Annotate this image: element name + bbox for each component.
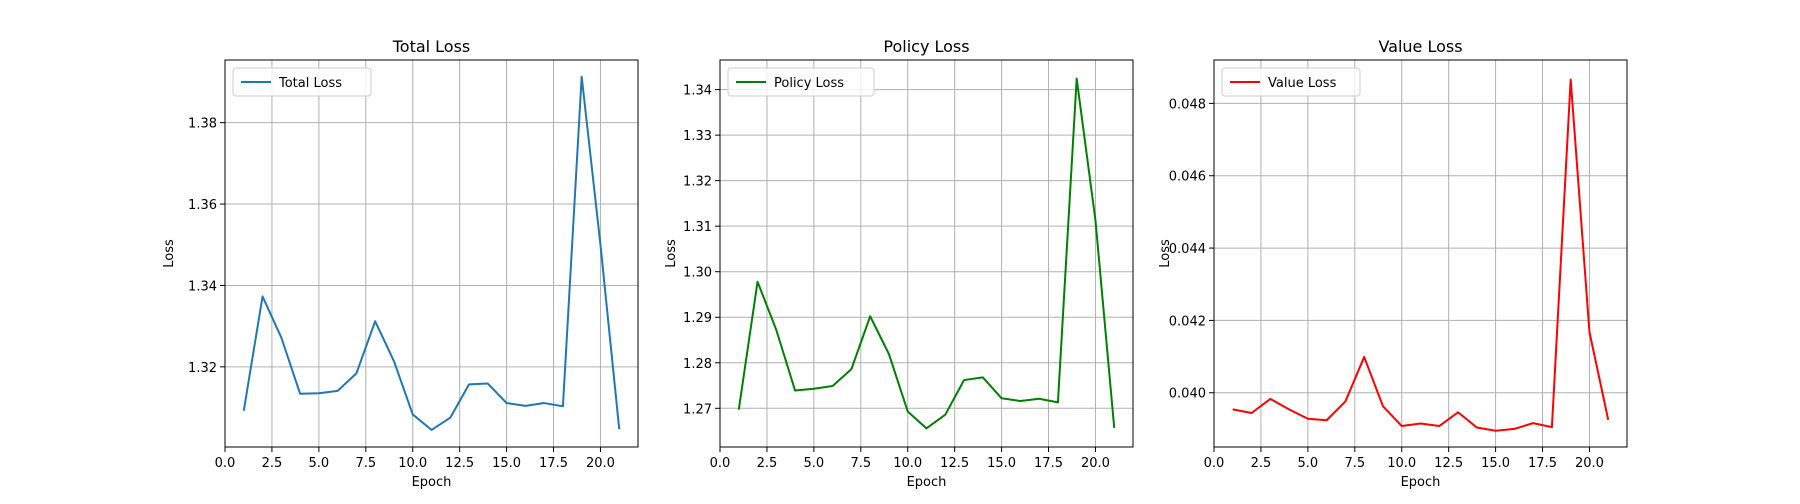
x-tick-label: 0.0 [710,456,731,471]
x-tick-label: 2.5 [757,456,778,471]
x-tick-label: 0.0 [215,456,236,471]
y-tick-label: 1.38 [188,117,217,132]
y-tick-label: 1.36 [188,198,217,213]
axes-frame [719,59,1134,448]
x-tick-label: 20.0 [1081,456,1110,471]
y-tick-label: 0.048 [1169,97,1206,112]
x-tick-label: 5.0 [1298,456,1319,471]
y-axis-label: Loss [664,239,679,268]
x-tick-label: 10.0 [398,456,427,471]
x-tick-label: 7.5 [355,456,376,471]
x-tick-label: 0.0 [1204,456,1225,471]
chart-panel-2: 0.0 2.5 5.0 7.5 10.0 12.5 15.0 17.5 20.0 1.27 1.28… [664,37,1134,490]
legend: Policy Loss [727,67,875,97]
x-tick-label: 15.0 [1481,456,1510,471]
y-tick-label: 1.28 [683,357,712,372]
legend-box [232,67,372,97]
y-tick-label: 1.29 [683,311,712,326]
legend-label: Value Loss [1268,76,1337,91]
y-tick-label: 1.27 [683,402,712,417]
y-tick-label: 1.32 [188,361,217,376]
x-tick-label: 17.5 [539,456,568,471]
y-tick-label: 0.046 [1169,170,1206,185]
x-tick-label: 17.5 [1034,456,1063,471]
axes-frame [1213,59,1628,448]
series-line-total-loss [242,75,621,431]
x-tick-label: 12.5 [445,456,474,471]
x-tick-label: 15.0 [987,456,1016,471]
chart-panel-3: 0.0 2.5 5.0 7.5 10.0 12.5 15.0 17.5 20.0 0.040 0.0… [1158,37,1628,490]
legend-label: Policy Loss [774,76,844,91]
y-tick-label: 0.044 [1169,242,1206,257]
y-tick-label: 1.32 [683,175,712,190]
legend: Value Loss [1221,67,1361,97]
legend-box [727,67,875,97]
x-tick-label: 12.5 [940,456,969,471]
axes-frame [224,59,639,448]
series-line-value-loss [1232,78,1610,432]
y-axis-label: Loss [162,239,177,268]
x-tick-label: 10.0 [1387,456,1416,471]
y-axis-label: Loss [1158,239,1173,268]
x-tick-label: 2.5 [1251,456,1272,471]
x-axis-label: Epoch [1401,475,1441,490]
legend-label: Total Loss [278,76,342,91]
series-line-policy-loss [737,77,1116,430]
x-axis-label: Epoch [907,475,947,490]
y-tick-label: 1.31 [683,220,712,235]
x-tick-label: 15.0 [492,456,521,471]
chart-title: Total Loss [392,37,471,56]
x-tick-label: 5.0 [309,456,330,471]
x-tick-label: 7.5 [850,456,871,471]
chart-title: Policy Loss [883,37,969,56]
x-tick-label: 10.0 [893,456,922,471]
y-tick-label: 1.34 [188,279,217,294]
x-tick-label: 7.5 [1344,456,1365,471]
y-tick-label: 0.040 [1169,387,1206,402]
y-tick-label: 0.042 [1169,314,1206,329]
y-tick-label: 1.33 [683,129,712,144]
legend-box [1221,67,1361,97]
x-axis-label: Epoch [412,475,452,490]
chart-title: Value Loss [1378,37,1462,56]
x-tick-label: 5.0 [804,456,825,471]
y-tick-label: 1.30 [683,266,712,281]
legend: Total Loss [232,67,372,97]
x-tick-label: 20.0 [586,456,615,471]
x-tick-label: 17.5 [1528,456,1557,471]
y-tick-label: 1.34 [683,84,712,99]
x-tick-label: 20.0 [1575,456,1604,471]
x-tick-label: 12.5 [1434,456,1463,471]
chart-panel-1: 0.0 2.5 5.0 7.5 10.0 12.5 15.0 17.5 20.0 1.32 1.34… [162,37,639,490]
x-tick-label: 2.5 [262,456,283,471]
